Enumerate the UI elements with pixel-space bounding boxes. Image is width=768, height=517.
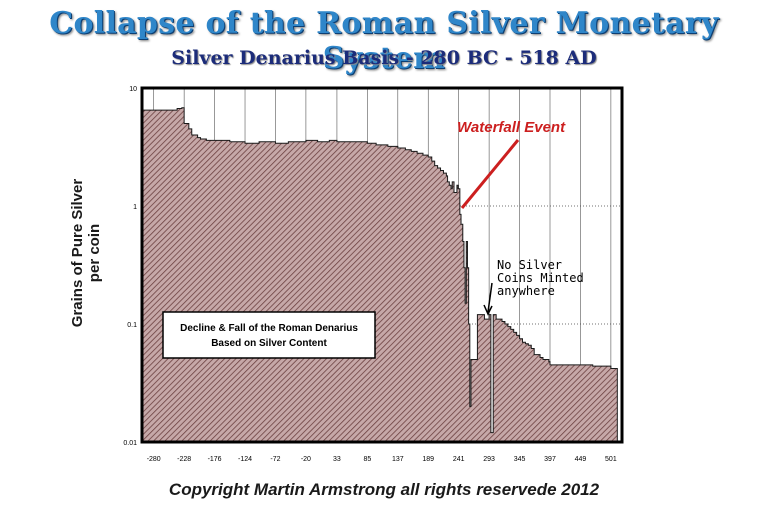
no-silver-annotation-line-3: anywhere (497, 284, 555, 298)
chart-subtitle: Silver Denarius Basis - 280 BC - 518 AD (171, 47, 597, 69)
no-silver-annotation-line-1: No Silver (497, 258, 562, 272)
x-tick-label: 241 (453, 456, 465, 463)
info-box-line-2: Based on Silver Content (211, 338, 327, 349)
no-silver-arrow (487, 282, 493, 313)
x-tick-label: -228 (177, 456, 191, 463)
no-silver-annotation-line-2: Coins Minted (497, 271, 584, 285)
x-tick-label: 33 (333, 456, 341, 463)
y-tick-label: 0.1 (127, 322, 137, 329)
chart-title: Collapse of the Roman Silver Monetary Sy… (49, 6, 719, 76)
x-tick-label: 293 (483, 456, 495, 463)
y-tick-label: 0.01 (123, 440, 137, 447)
no-silver-arrowhead (483, 304, 493, 316)
plot-frame (140, 86, 624, 444)
x-tick-label: -176 (208, 456, 222, 463)
x-tick-label: -72 (270, 456, 280, 463)
waterfall-arrow (460, 139, 520, 209)
x-tick-label: 397 (544, 456, 556, 463)
info-box-line-1: Decline & Fall of the Roman Denarius (180, 323, 358, 334)
x-tick-labels: -280 -228 -176 -124 -72 -20 33 85 137 189 241 293 34… (147, 456, 617, 463)
info-box: Decline & Fall of the Roman Denarius Bas… (162, 311, 376, 359)
x-tick-label: 345 (514, 456, 526, 463)
x-tick-label: 501 (605, 456, 617, 463)
x-tick-label: -280 (147, 456, 161, 463)
x-tick-label: 137 (392, 456, 404, 463)
waterfall-event-annotation: Waterfall Event (457, 119, 566, 136)
x-tick-label: 85 (363, 456, 371, 463)
x-tick-label: 449 (575, 456, 587, 463)
x-tick-label: -124 (238, 456, 252, 463)
y-tick-labels: 10 1 0.1 0.01 (123, 86, 137, 447)
x-tick-label: -20 (301, 456, 311, 463)
y-tick-label: 1 (133, 204, 137, 211)
x-tick-label: 189 (422, 456, 434, 463)
y-tick-label: 10 (129, 86, 137, 93)
chart-plot: -280 -228 -176 -124 -72 -20 33 85 137 189 241 293 34… (123, 86, 624, 463)
copyright-footer: Copyright Martin Armstrong all rights re… (168, 480, 600, 499)
